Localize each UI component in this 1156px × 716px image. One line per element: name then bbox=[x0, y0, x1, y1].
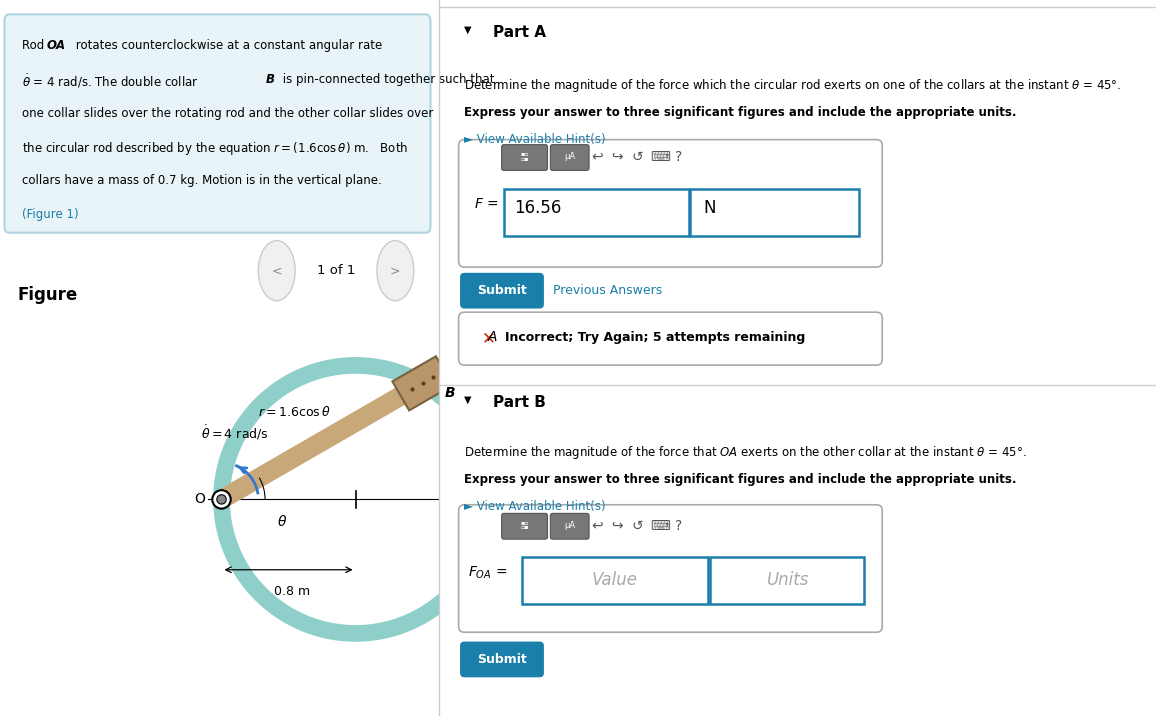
Text: $\dot{\theta} = 4$ rad/s: $\dot{\theta} = 4$ rad/s bbox=[201, 423, 269, 442]
Text: rotates counterclockwise at a constant angular rate: rotates counterclockwise at a constant a… bbox=[73, 39, 383, 52]
FancyBboxPatch shape bbox=[523, 557, 707, 604]
FancyBboxPatch shape bbox=[459, 505, 882, 632]
Text: (Figure 1): (Figure 1) bbox=[22, 208, 79, 221]
Text: ► View Available Hint(s): ► View Available Hint(s) bbox=[465, 500, 606, 513]
Text: $\dot{\theta}$ = 4 rad/s. The double collar: $\dot{\theta}$ = 4 rad/s. The double col… bbox=[22, 73, 199, 90]
FancyBboxPatch shape bbox=[550, 145, 590, 170]
FancyBboxPatch shape bbox=[690, 189, 859, 236]
Text: Determine the magnitude of the force which the circular rod exerts on one of the: Determine the magnitude of the force whi… bbox=[465, 77, 1121, 95]
Text: ▪▫
▫▪: ▪▫ ▫▪ bbox=[520, 152, 528, 162]
Text: μȦ: μȦ bbox=[564, 153, 576, 161]
Text: N: N bbox=[703, 199, 716, 217]
Text: ↩: ↩ bbox=[591, 150, 602, 164]
FancyBboxPatch shape bbox=[459, 312, 882, 365]
Circle shape bbox=[258, 241, 295, 301]
FancyBboxPatch shape bbox=[459, 140, 882, 267]
FancyBboxPatch shape bbox=[504, 189, 689, 236]
Text: the circular rod described by the equation $r = (1.6\cos\theta)$ m.   Both: the circular rod described by the equati… bbox=[22, 140, 408, 158]
Text: Incorrect; Try Again; 5 attempts remaining: Incorrect; Try Again; 5 attempts remaini… bbox=[505, 332, 806, 344]
Text: ▼: ▼ bbox=[465, 25, 472, 35]
Text: ► View Available Hint(s): ► View Available Hint(s) bbox=[465, 133, 606, 146]
Text: ⌨: ⌨ bbox=[650, 150, 670, 164]
Text: ▪▫
▫▪: ▪▫ ▫▪ bbox=[520, 521, 528, 531]
Text: B: B bbox=[444, 387, 455, 400]
Text: one collar slides over the rotating rod and the other collar slides over: one collar slides over the rotating rod … bbox=[22, 107, 434, 120]
Text: $F$ =: $F$ = bbox=[474, 197, 498, 211]
Text: Determine the magnitude of the force that $OA$ exerts on the other collar at the: Determine the magnitude of the force tha… bbox=[465, 444, 1027, 461]
FancyBboxPatch shape bbox=[710, 557, 864, 604]
Text: OA: OA bbox=[47, 39, 66, 52]
Text: <: < bbox=[272, 264, 282, 277]
Circle shape bbox=[213, 490, 231, 508]
Text: Part A: Part A bbox=[494, 25, 546, 40]
Text: ↺: ↺ bbox=[631, 150, 643, 164]
Text: ✕: ✕ bbox=[482, 329, 496, 347]
Text: A: A bbox=[488, 330, 497, 344]
Text: 1 of 1: 1 of 1 bbox=[317, 264, 355, 277]
Text: Part B: Part B bbox=[494, 395, 546, 410]
Text: μȦ: μȦ bbox=[564, 521, 576, 530]
Text: $F_{OA}$ =: $F_{OA}$ = bbox=[468, 564, 507, 581]
Text: Previous Answers: Previous Answers bbox=[553, 284, 661, 297]
Text: >: > bbox=[390, 264, 401, 277]
Text: 0.8 m: 0.8 m bbox=[274, 585, 310, 598]
Text: ?: ? bbox=[675, 518, 682, 533]
Circle shape bbox=[377, 241, 414, 301]
Text: ↩: ↩ bbox=[591, 518, 602, 533]
Text: is pin-connected together such that: is pin-connected together such that bbox=[279, 73, 495, 86]
Text: ↺: ↺ bbox=[631, 518, 643, 533]
FancyBboxPatch shape bbox=[461, 274, 543, 308]
Text: Units: Units bbox=[765, 571, 808, 589]
FancyBboxPatch shape bbox=[550, 513, 590, 539]
Text: Rod: Rod bbox=[22, 39, 47, 52]
Text: $r = 1.6\cos\theta$: $r = 1.6\cos\theta$ bbox=[259, 405, 332, 420]
Text: Express your answer to three significant figures and include the appropriate uni: Express your answer to three significant… bbox=[465, 106, 1017, 119]
Text: ⌨: ⌨ bbox=[650, 518, 670, 533]
Text: ↪: ↪ bbox=[612, 150, 623, 164]
Bar bbox=[392, 357, 453, 410]
Text: O: O bbox=[194, 493, 205, 506]
Circle shape bbox=[217, 495, 227, 504]
Text: $\theta$: $\theta$ bbox=[276, 513, 287, 528]
Text: ?: ? bbox=[675, 150, 682, 164]
FancyBboxPatch shape bbox=[461, 642, 543, 677]
Text: collars have a mass of 0.7 kg. Motion is in the vertical plane.: collars have a mass of 0.7 kg. Motion is… bbox=[22, 174, 381, 187]
Text: Express your answer to three significant figures and include the appropriate uni: Express your answer to three significant… bbox=[465, 473, 1017, 485]
Text: Value: Value bbox=[592, 571, 638, 589]
FancyBboxPatch shape bbox=[502, 513, 548, 539]
Text: Figure: Figure bbox=[17, 286, 77, 304]
Text: Submit: Submit bbox=[476, 284, 526, 297]
FancyBboxPatch shape bbox=[5, 14, 430, 233]
Text: Submit: Submit bbox=[476, 653, 526, 666]
Text: B: B bbox=[266, 73, 275, 86]
Text: ▼: ▼ bbox=[465, 395, 472, 405]
Text: 16.56: 16.56 bbox=[514, 199, 562, 217]
Text: ↪: ↪ bbox=[612, 518, 623, 533]
FancyBboxPatch shape bbox=[502, 145, 548, 170]
